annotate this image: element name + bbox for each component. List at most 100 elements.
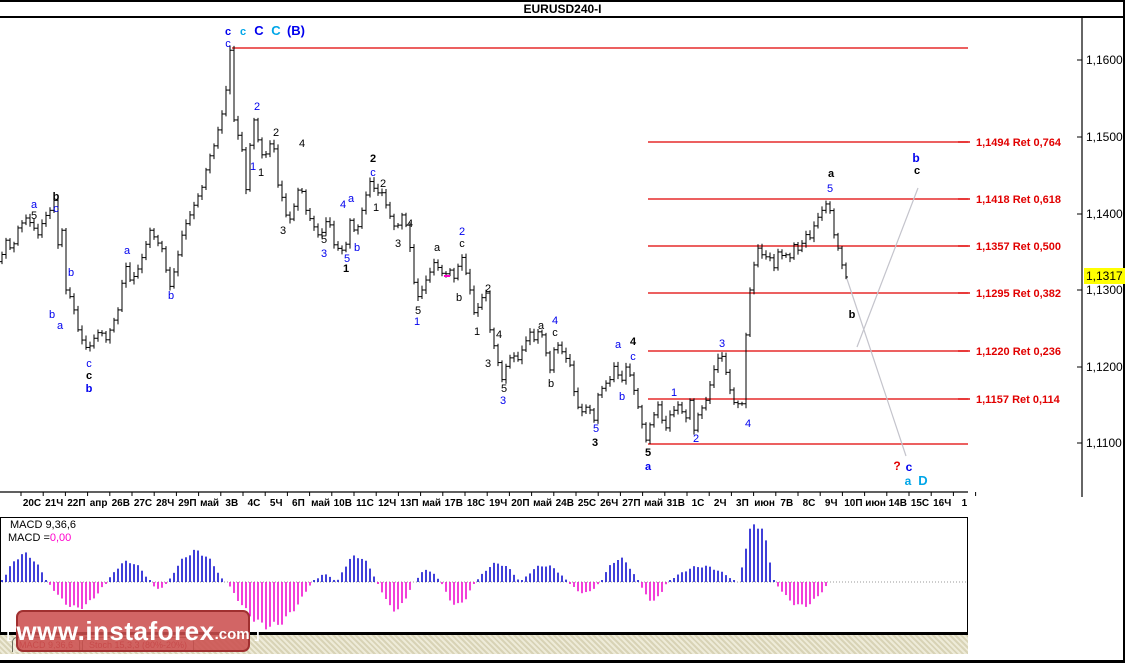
wave-label: 4 xyxy=(407,218,413,230)
date-label: май xyxy=(200,498,219,509)
wave-label: 2 xyxy=(370,153,376,165)
wave-label: 3 xyxy=(280,225,286,237)
date-label: 18С xyxy=(467,498,485,509)
current-price-badge: 1,1317 xyxy=(1084,268,1125,284)
date-label: 20С xyxy=(23,498,41,509)
date-label: 19Ч xyxy=(489,498,507,509)
wave-label: a xyxy=(124,245,131,257)
wave-label: ? xyxy=(893,459,900,473)
wave-label: c xyxy=(906,460,913,474)
date-label: 7В xyxy=(780,498,793,509)
wave-label: 2 xyxy=(485,283,491,295)
price-bars xyxy=(0,45,848,445)
wave-label: c xyxy=(630,351,636,363)
wave-label: 5 xyxy=(645,447,651,459)
date-label: 25С xyxy=(578,498,596,509)
wave-label: a xyxy=(31,199,38,211)
date-axis: 20С 21Ч 22П апр 26В 27С 28Ч 29П май 3В 4С 5Ч 6П май 10… xyxy=(0,491,977,509)
svg-text:1,1418 Ret 0,618: 1,1418 Ret 0,618 xyxy=(976,194,1061,206)
date-label: 8С xyxy=(803,498,816,509)
price-axis-label: 1,1100 xyxy=(1086,436,1122,450)
wave-label: D xyxy=(918,473,927,488)
logo-bracket-close: ] xyxy=(254,619,261,642)
price-axis: 1,1600 1,1500 1,1400 1,1300 1,1200 1,1100 xyxy=(1077,18,1123,497)
date-label: 26В xyxy=(112,498,130,509)
wave-label: 3 xyxy=(500,395,506,407)
macd-indicator-label: MACD 9,36,6 xyxy=(10,519,77,531)
wave-label: 4 xyxy=(630,336,637,348)
date-label: июн xyxy=(865,498,886,509)
macd-histogram xyxy=(1,524,966,630)
wave-label: b xyxy=(68,267,74,279)
date-label: 3П xyxy=(736,498,749,509)
wave-label: c xyxy=(914,165,920,177)
svg-text:1,1295 Ret 0,382: 1,1295 Ret 0,382 xyxy=(976,288,1061,300)
date-label: 6П xyxy=(292,498,305,509)
wave-label: a xyxy=(645,461,652,473)
wave-label: b xyxy=(456,292,462,304)
date-label: 10П xyxy=(844,498,862,509)
wave-label: 2 xyxy=(380,178,386,190)
wave-label: (B) xyxy=(287,23,305,38)
wave-label: 2 xyxy=(693,433,699,445)
svg-text:1,1220 Ret 0,236: 1,1220 Ret 0,236 xyxy=(976,346,1061,358)
price-axis-label: 1,1200 xyxy=(1086,360,1123,374)
wave-label: 2 xyxy=(459,226,465,238)
title-separator xyxy=(0,16,1125,18)
date-label: 29П xyxy=(178,498,196,509)
date-label: 27П xyxy=(622,498,640,509)
wave-label: 1 xyxy=(671,387,677,399)
wave-label: 5 xyxy=(827,183,833,195)
wave-label: 5 xyxy=(344,253,350,265)
wave-label: c xyxy=(370,167,376,179)
wave-label: 3 xyxy=(719,338,725,350)
wave-label: b xyxy=(168,290,174,302)
date-label: 10В xyxy=(334,498,352,509)
wave-label: b xyxy=(912,151,919,165)
wave-label: 1 xyxy=(250,161,256,173)
price-axis-label: 1,1300 xyxy=(1086,283,1123,297)
window-bottom-border xyxy=(0,660,1125,663)
date-label: 12Ч xyxy=(378,498,396,509)
wave-label: a xyxy=(615,339,622,351)
wave-label: 2 xyxy=(254,101,260,113)
wave-label: c xyxy=(552,327,558,339)
wave-label: 1 xyxy=(343,263,349,275)
date-label: 13П xyxy=(400,498,418,509)
wave-label: c xyxy=(53,203,59,215)
wave-label: 1 xyxy=(474,326,480,338)
wave-label: C xyxy=(254,23,264,38)
wave-label: b xyxy=(548,378,554,390)
wave-label: b xyxy=(619,391,625,403)
wave-label: 4 xyxy=(299,138,305,150)
wave-label: 4 xyxy=(552,315,558,327)
wave-label: 2 xyxy=(273,127,279,139)
wave-label: 5 xyxy=(415,305,421,317)
wave-label: 4 xyxy=(340,199,346,211)
date-label: 1 xyxy=(962,498,968,509)
date-label: 22П xyxy=(67,498,85,509)
date-label: май xyxy=(422,498,441,509)
wave-label: c xyxy=(86,370,92,382)
date-label: 14В xyxy=(889,498,907,509)
date-label: 24В xyxy=(556,498,574,509)
wave-label: b xyxy=(849,309,856,321)
logo-bracket-open: [ xyxy=(5,619,12,642)
price-axis-label: 1,1400 xyxy=(1086,207,1123,221)
date-label: 28Ч xyxy=(156,498,174,509)
date-label: 3В xyxy=(225,498,238,509)
wave-label: 3 xyxy=(592,437,598,449)
wave-label: b xyxy=(53,191,60,203)
date-label: 11С xyxy=(356,498,374,509)
date-label: 5Ч xyxy=(270,498,283,509)
date-label: 17В xyxy=(445,498,463,509)
wave-label: 5 xyxy=(501,383,507,395)
date-label: 1С xyxy=(692,498,705,509)
logo-suffix: .com xyxy=(214,625,250,643)
date-label: май xyxy=(644,498,663,509)
wave-label: 1 xyxy=(373,202,379,214)
date-label: 4С xyxy=(248,498,261,509)
